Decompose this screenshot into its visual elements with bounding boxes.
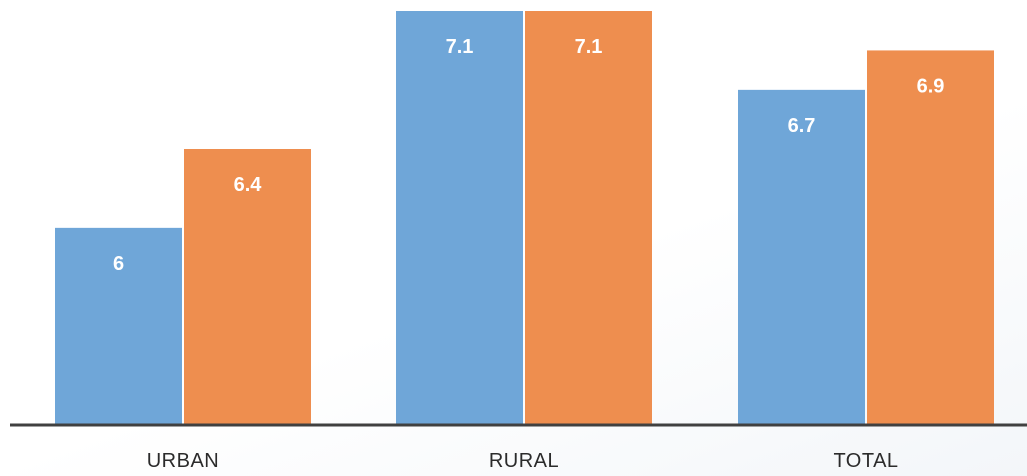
bars-layer: 6 6.4 7.1 7.1 6.7 6.9	[55, 11, 994, 426]
bar-rural-series-1	[396, 11, 523, 425]
data-label-rural-series-1: 7.1	[446, 36, 474, 58]
data-label-total-series-2: 6.9	[917, 75, 945, 97]
data-label-urban-series-2: 6.4	[234, 174, 263, 196]
data-label-urban-series-1: 6	[113, 253, 124, 275]
bar-rural-series-2	[525, 11, 652, 425]
category-label-rural: RURAL	[489, 450, 559, 472]
bar-urban-series-1	[55, 227, 182, 425]
data-label-total-series-1: 6.7	[788, 115, 816, 137]
category-label-urban: URBAN	[147, 450, 220, 472]
bar-urban-series-2	[184, 149, 311, 425]
category-labels-layer: URBAN RURAL TOTAL	[147, 450, 898, 472]
bar-total-series-1	[738, 89, 865, 425]
bar-total-series-2	[867, 50, 994, 426]
category-label-total: TOTAL	[833, 450, 898, 472]
data-label-rural-series-2: 7.1	[575, 36, 603, 58]
